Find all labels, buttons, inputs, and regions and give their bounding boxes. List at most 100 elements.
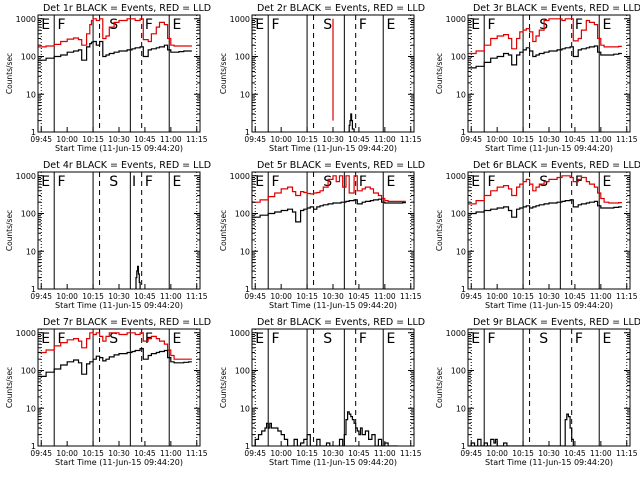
y-axis-label: Counts/sec (435, 53, 444, 94)
x-tick-label: 09:45 (460, 292, 482, 301)
panel-title: Det 2r BLACK = Events, RED = LLD (257, 3, 425, 14)
x-tick-label: 10:30 (538, 292, 560, 301)
x-tick-label: 10:45 (564, 449, 586, 458)
region-label: F (271, 17, 279, 33)
y-axis-label: Counts/sec (435, 367, 444, 408)
x-axis-label: Start Time (11-Jun-15 09:44:20) (269, 144, 397, 153)
region-label: F (359, 174, 367, 190)
x-tick-label: 09:45 (30, 292, 52, 301)
x-axis-label: Start Time (11-Jun-15 09:44:20) (269, 301, 397, 310)
region-label: F (271, 331, 279, 347)
x-tick-label: 10:30 (108, 292, 130, 301)
x-tick-label: 10:45 (348, 292, 370, 301)
x-tick-label: 10:00 (270, 449, 292, 458)
y-tick-label: 1 (245, 442, 250, 451)
x-tick-label: 11:15 (400, 135, 422, 144)
region-label: F (487, 174, 495, 190)
x-tick-label: 11:15 (616, 449, 638, 458)
region-label: E (41, 331, 50, 347)
x-tick-label: 10:15 (512, 449, 534, 458)
x-axis-label: Start Time (11-Jun-15 09:44:20) (55, 144, 183, 153)
y-axis-label: Counts/sec (219, 367, 228, 408)
x-tick-label: 10:45 (134, 292, 156, 301)
y-tick-label: 100 (235, 53, 250, 62)
y-tick-label: 100 (21, 367, 36, 376)
x-tick-label: 10:45 (564, 292, 586, 301)
y-axis-label: Counts/sec (219, 53, 228, 94)
region-label: S (323, 17, 332, 33)
y-tick-label: 1 (31, 442, 36, 451)
region-label: F (575, 174, 583, 190)
x-tick-label: 10:15 (82, 292, 104, 301)
lld-series-line (468, 18, 622, 55)
region-label: F (487, 17, 495, 33)
y-tick-label: 10 (26, 90, 36, 99)
x-tick-label: 10:45 (134, 449, 156, 458)
x-axis-label: Start Time (11-Jun-15 09:44:20) (269, 458, 397, 467)
region-label: F (359, 331, 367, 347)
region-label: F (575, 331, 583, 347)
region-label: E (172, 174, 181, 190)
events-series-line (38, 348, 192, 377)
x-tick-label: 09:45 (460, 135, 482, 144)
y-tick-label: 1000 (230, 329, 250, 338)
x-tick-label: 11:00 (160, 449, 182, 458)
region-label: E (255, 17, 264, 33)
y-tick-label: 100 (451, 210, 466, 219)
region-label: S (109, 174, 118, 190)
events-series-line (38, 40, 192, 61)
y-tick-label: 10 (26, 404, 36, 413)
region-label: S (323, 331, 332, 347)
events-series-line (468, 45, 622, 69)
x-tick-label: 10:30 (108, 135, 130, 144)
x-tick-label: 09:45 (244, 135, 266, 144)
panel-title: Det 4r BLACK = Events, RED = LLD (43, 160, 211, 171)
x-tick-label: 10:15 (296, 292, 318, 301)
region-label: E (172, 17, 181, 33)
x-tick-label: 10:00 (270, 292, 292, 301)
x-tick-label: 10:30 (322, 292, 344, 301)
x-tick-label: 11:00 (374, 292, 396, 301)
y-tick-label: 1 (245, 128, 250, 137)
region-label: E (41, 174, 50, 190)
region-label: F (57, 17, 65, 33)
y-tick-label: 100 (21, 53, 36, 62)
region-label: E (172, 331, 181, 347)
y-tick-label: 10 (240, 404, 250, 413)
region-label: F (359, 17, 367, 33)
x-axis-label: Start Time (11-Jun-15 09:44:20) (485, 458, 613, 467)
y-tick-label: 10 (456, 90, 466, 99)
region-label: F (145, 17, 153, 33)
region-label: E (255, 331, 264, 347)
y-tick-label: 1000 (446, 15, 466, 24)
region-label: E (386, 17, 395, 33)
x-tick-label: 09:45 (30, 135, 52, 144)
x-tick-label: 10:15 (296, 135, 318, 144)
region-label: E (255, 174, 264, 190)
x-axis-label: Start Time (11-Jun-15 09:44:20) (55, 458, 183, 467)
y-tick-label: 1000 (446, 329, 466, 338)
x-tick-label: 11:15 (186, 135, 208, 144)
x-tick-label: 10:00 (486, 449, 508, 458)
x-tick-label: 10:00 (486, 135, 508, 144)
region-label: S (539, 331, 548, 347)
x-tick-label: 11:15 (400, 449, 422, 458)
region-label: E (602, 174, 611, 190)
lld-series-line (38, 332, 192, 360)
lld-series-line (468, 175, 622, 205)
region-label: F (57, 331, 65, 347)
x-tick-label: 10:45 (348, 449, 370, 458)
x-tick-label: 10:30 (108, 449, 130, 458)
y-axis-label: Counts/sec (435, 210, 444, 251)
x-tick-label: 09:45 (244, 292, 266, 301)
y-tick-label: 1000 (16, 172, 36, 181)
y-tick-label: 10 (456, 404, 466, 413)
y-axis-label: Counts/sec (5, 210, 14, 251)
